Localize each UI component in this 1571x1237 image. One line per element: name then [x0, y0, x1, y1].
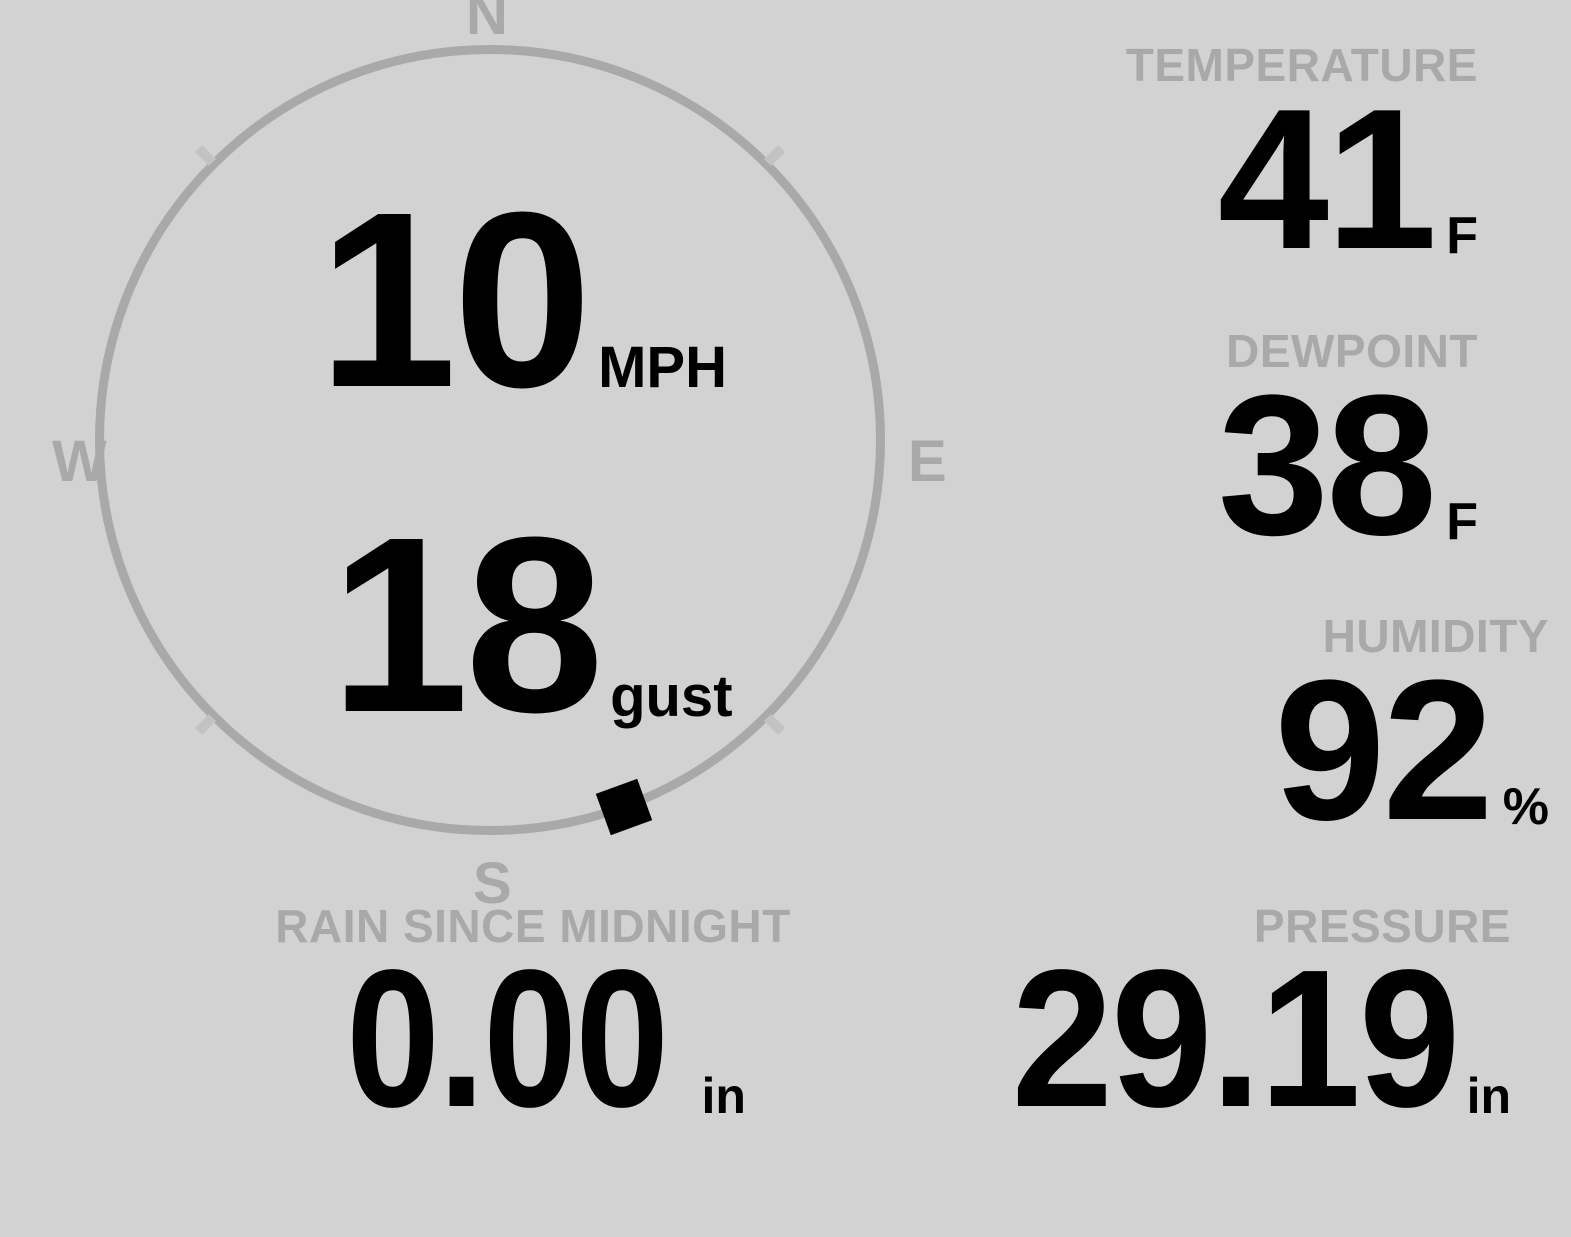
metric-dewpoint-label: DEWPOINT	[1226, 325, 1478, 377]
metric-temperature-value-row: 41 F	[1058, 68, 1478, 291]
metric-temperature-value: 41	[1217, 68, 1437, 291]
wind-speed-readout: 10 MPH	[318, 160, 727, 439]
metric-humidity-value-row: 92 %	[1069, 639, 1549, 862]
wind-speed-unit: MPH	[598, 335, 727, 400]
wind-gust-value: 18	[330, 485, 604, 764]
metric-humidity: HUMIDITY 92 %	[1069, 610, 1549, 862]
wind-gust-readout: 18 gust	[330, 485, 733, 764]
compass-label-west: W	[52, 429, 107, 494]
metric-dewpoint-unit: F	[1446, 493, 1478, 551]
metric-rain-value: 0.00	[346, 929, 669, 1148]
compass-label-north: N	[466, 0, 508, 47]
metric-dewpoint: DEWPOINT 38 F	[1058, 325, 1478, 577]
metric-humidity-label: HUMIDITY	[1322, 610, 1549, 662]
metric-temperature-label: TEMPERATURE	[1125, 39, 1478, 91]
metric-rain-value-row: 0.00 in	[253, 929, 813, 1148]
metric-rain: RAIN SINCE MIDNIGHT 0.00 in	[253, 900, 813, 1148]
metric-rain-label: RAIN SINCE MIDNIGHT	[275, 900, 791, 952]
metric-temperature-unit: F	[1446, 207, 1478, 265]
metric-pressure-value: 29.19	[1011, 929, 1461, 1148]
metric-humidity-value: 92	[1274, 639, 1493, 862]
compass-label-south: S	[473, 851, 512, 916]
compass-label-east: E	[908, 429, 947, 494]
wind-gust-unit: gust	[610, 664, 733, 729]
metric-temperature: TEMPERATURE 41 F	[1058, 39, 1478, 291]
compass-ring	[95, 45, 885, 835]
metric-pressure-unit: in	[1466, 1068, 1511, 1125]
metric-pressure-value-row: 29.19 in	[851, 929, 1511, 1148]
wind-compass-panel: N S W E 10 MPH 18 gust	[0, 0, 990, 920]
metric-humidity-unit: %	[1502, 778, 1549, 836]
metric-dewpoint-value: 38	[1217, 354, 1437, 577]
metric-dewpoint-value-row: 38 F	[1058, 354, 1478, 577]
wind-speed-value: 10	[318, 160, 592, 439]
metric-pressure: PRESSURE 29.19 in	[851, 900, 1511, 1148]
metric-pressure-label: PRESSURE	[1253, 900, 1511, 952]
metric-rain-unit: in	[701, 1068, 746, 1125]
